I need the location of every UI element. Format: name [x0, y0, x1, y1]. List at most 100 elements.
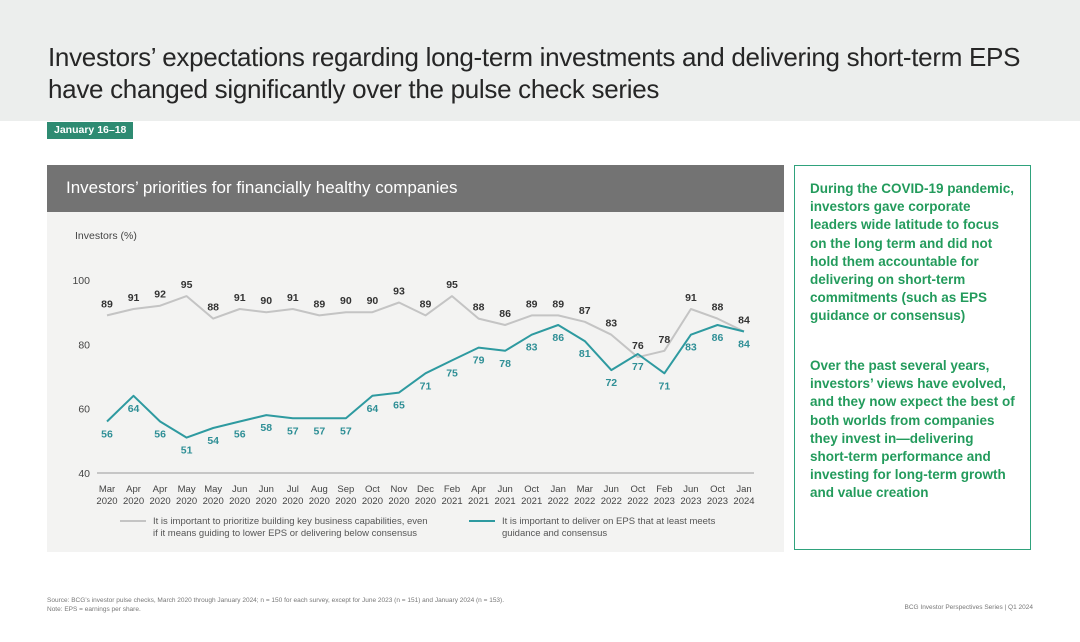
- x-tick-label-year: 2022: [548, 496, 569, 507]
- data-label-capabilities: 87: [579, 305, 591, 317]
- x-tick-label-year: 2020: [203, 496, 224, 507]
- x-tick-label-year: 2020: [150, 496, 171, 507]
- data-label-eps: 81: [579, 348, 591, 360]
- data-label-capabilities: 89: [101, 298, 113, 310]
- eps-note: Note: EPS = earnings per share.: [47, 606, 141, 613]
- data-label-eps: 71: [659, 380, 671, 392]
- y-tick-label: 100: [72, 275, 90, 287]
- data-label-capabilities: 91: [128, 292, 140, 304]
- x-tick-label-month: Jun: [683, 484, 698, 495]
- chart-panel-header: Investors’ priorities for financially he…: [47, 165, 784, 212]
- chart-title: Investors’ priorities for financially he…: [66, 178, 458, 197]
- series-line-1: [106, 295, 745, 359]
- x-tick-label-year: 2022: [574, 496, 595, 507]
- data-label-capabilities: 89: [526, 298, 538, 310]
- data-label-capabilities: 93: [393, 286, 405, 298]
- data-label-eps: 56: [154, 429, 166, 441]
- x-tick-label-month: Apr: [126, 484, 141, 495]
- data-label-capabilities: 84: [738, 314, 750, 326]
- legend-eps-text: It is important to deliver on EPS that a…: [502, 516, 716, 539]
- date-badge: January 16–18: [47, 122, 134, 139]
- data-label-capabilities: 89: [313, 298, 325, 310]
- data-label-eps: 65: [393, 400, 405, 412]
- x-tick-label-month: Jan: [736, 484, 751, 495]
- data-label-capabilities: 91: [234, 292, 246, 304]
- x-tick-label-month: Feb: [444, 484, 460, 495]
- footnote: Source: BCG’s investor pulse checks, Mar…: [47, 596, 504, 614]
- x-tick-label-year: 2021: [441, 496, 462, 507]
- data-label-capabilities: 78: [659, 334, 671, 346]
- data-label-capabilities: 95: [446, 279, 458, 291]
- x-tick-label-month: Oct: [630, 484, 645, 495]
- x-tick-label-month: Aug: [311, 484, 328, 495]
- x-tick-label-month: Jan: [551, 484, 566, 495]
- x-tick-label-month: Apr: [153, 484, 168, 495]
- x-tick-label-year: 2020: [362, 496, 383, 507]
- x-tick-label-year: 2022: [627, 496, 648, 507]
- x-tick-label-year: 2020: [282, 496, 303, 507]
- y-axis-label: Investors (%): [75, 230, 137, 242]
- data-label-eps: 57: [313, 425, 325, 437]
- y-tick-label: 40: [78, 468, 90, 480]
- x-tick-label-year: 2021: [521, 496, 542, 507]
- callout-paragraph-2: Over the past several years, investors’ …: [810, 358, 1015, 501]
- data-label-eps: 57: [340, 425, 352, 437]
- x-tick-label-month: May: [178, 484, 196, 495]
- data-label-capabilities: 76: [632, 340, 644, 352]
- x-tick-label-year: 2020: [335, 496, 356, 507]
- x-tick-label-month: Oct: [365, 484, 380, 495]
- x-tick-label-month: May: [204, 484, 222, 495]
- data-label-capabilities: 89: [420, 298, 432, 310]
- x-tick-label-month: Feb: [656, 484, 672, 495]
- x-tick-label-year: 2020: [256, 496, 277, 507]
- data-label-capabilities: 89: [552, 298, 564, 310]
- data-label-eps: 72: [605, 377, 617, 389]
- x-tick-label-year: 2021: [468, 496, 489, 507]
- data-label-eps: 79: [473, 355, 485, 367]
- source-note: Source: BCG’s investor pulse checks, Mar…: [47, 597, 505, 604]
- x-tick-label-month: Jun: [259, 484, 274, 495]
- data-label-eps: 78: [499, 358, 511, 370]
- data-label-eps: 83: [685, 342, 697, 354]
- x-tick-label-month: Oct: [710, 484, 725, 495]
- data-label-eps: 54: [207, 435, 219, 447]
- x-tick-label-month: Jun: [232, 484, 247, 495]
- data-label-capabilities: 88: [473, 302, 485, 314]
- y-tick-label: 60: [78, 404, 90, 416]
- data-label-eps: 86: [552, 332, 564, 344]
- data-label-eps: 56: [234, 429, 246, 441]
- x-tick-label-year: 2023: [707, 496, 728, 507]
- y-tick-label: 80: [78, 339, 90, 351]
- data-label-capabilities: 91: [287, 292, 299, 304]
- data-label-capabilities: 88: [207, 302, 219, 314]
- x-tick-label-month: Jun: [497, 484, 512, 495]
- data-label-eps: 77: [632, 361, 644, 373]
- callout-paragraph-1: During the COVID-19 pandemic, investors …: [810, 181, 1015, 324]
- data-label-eps: 75: [446, 367, 458, 379]
- data-label-capabilities: 90: [367, 295, 379, 307]
- page-title: Investors’ expectations regarding long-t…: [48, 42, 1021, 104]
- data-label-capabilities: 90: [340, 295, 352, 307]
- data-label-eps: 83: [526, 342, 538, 354]
- x-tick-label-year: 2023: [654, 496, 675, 507]
- x-tick-label-year: 2022: [601, 496, 622, 507]
- header-band: Investors’ expectations regarding long-t…: [0, 0, 1080, 121]
- data-label-capabilities: 95: [181, 279, 193, 291]
- x-tick-label-year: 2023: [680, 496, 701, 507]
- legend-capabilities-text: It is important to prioritize building k…: [153, 516, 428, 539]
- data-label-eps: 86: [712, 332, 724, 344]
- data-label-eps: 71: [420, 380, 432, 392]
- x-tick-label-year: 2021: [495, 496, 516, 507]
- x-tick-label-month: Mar: [99, 484, 115, 495]
- data-label-capabilities: 88: [712, 302, 724, 314]
- x-tick-label-month: Mar: [577, 484, 593, 495]
- data-label-capabilities: 92: [154, 289, 166, 301]
- x-tick-label-year: 2020: [176, 496, 197, 507]
- data-label-capabilities: 90: [260, 295, 272, 307]
- x-tick-label-year: 2020: [309, 496, 330, 507]
- x-tick-label-year: 2020: [96, 496, 117, 507]
- x-tick-label-year: 2020: [388, 496, 409, 507]
- data-label-eps: 64: [367, 403, 379, 415]
- data-label-eps: 64: [128, 403, 140, 415]
- x-tick-label-month: Sep: [337, 484, 354, 495]
